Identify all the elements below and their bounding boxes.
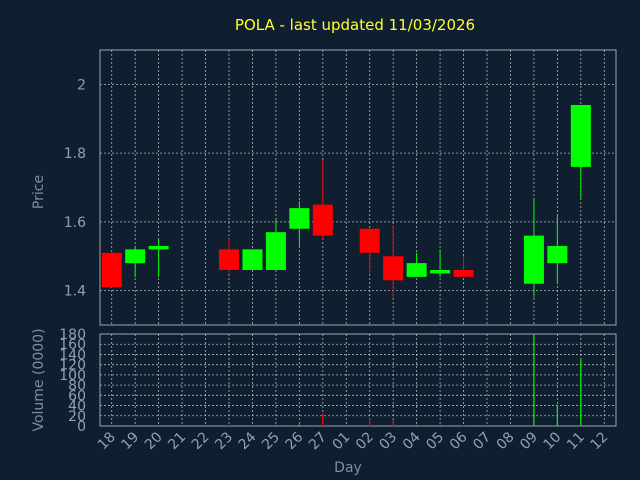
day-tick-label: 01 (329, 429, 353, 453)
candle-body (359, 228, 380, 253)
day-tick-label: 21 (165, 429, 189, 453)
candle-body (242, 249, 263, 270)
volume-tick-label: 60 (68, 388, 86, 404)
candle (242, 249, 263, 270)
price-grid (100, 50, 616, 325)
candle (406, 252, 427, 277)
candle (570, 105, 591, 198)
price-plot-frame (99, 49, 617, 326)
day-tick-label: 10 (541, 429, 565, 453)
day-tick-label: 23 (212, 429, 236, 453)
volume-tick-label: 40 (68, 399, 86, 415)
day-tick-label: 06 (447, 429, 471, 453)
chart-title: POLA - last updated 11/03/2026 (235, 16, 475, 34)
volume-tick-label: 100 (59, 368, 86, 384)
candle-body (453, 270, 474, 277)
price-y-ticks: 1.4 1.6 1.8 2 (64, 77, 86, 299)
candle (430, 249, 451, 277)
candle-body (101, 252, 122, 288)
volume-plot-frame (99, 333, 617, 427)
day-axis-label: Day (334, 460, 362, 476)
candle-body (430, 270, 451, 274)
candle (523, 197, 544, 298)
volume-tick-label: 120 (59, 358, 86, 374)
candle-body (570, 105, 591, 167)
day-tick-label: 05 (423, 429, 447, 453)
price-axis-label: Price (31, 175, 47, 209)
volume-tick-label: 140 (59, 347, 86, 363)
day-tick-label: 03 (376, 429, 400, 453)
candle (312, 160, 333, 240)
candle-body (312, 204, 333, 236)
candle (547, 215, 568, 284)
volume-axis-label: Volume (0000) (31, 328, 47, 431)
day-tick-label: 27 (306, 429, 330, 453)
day-tick-label: 12 (587, 429, 611, 453)
day-tick-label: 08 (494, 429, 518, 453)
candle (148, 239, 169, 277)
candle (125, 245, 146, 277)
candle-body (125, 249, 146, 264)
day-tick-label: 04 (400, 429, 424, 453)
candle-body (523, 235, 544, 284)
day-ticks: 18 19 20 21 22 23 24 25 26 27 01 02 03 04 05 06 07 08 09 10… (95, 429, 611, 453)
day-tick-label: 09 (517, 429, 541, 453)
day-tick-label: 24 (236, 429, 260, 453)
day-tick-label: 02 (353, 429, 377, 453)
candle (289, 201, 310, 246)
day-tick-label: 11 (564, 429, 588, 453)
candle-body (383, 256, 404, 281)
price-panel: 1.4 1.6 1.8 2 Price (31, 49, 617, 326)
candle (453, 256, 474, 277)
price-tick-label: 1.8 (64, 146, 86, 162)
volume-tick-label: 0 (77, 419, 86, 435)
volume-grid (100, 334, 616, 426)
volume-tick-label: 180 (59, 327, 86, 343)
candle (383, 225, 404, 298)
day-tick-label: 25 (259, 429, 283, 453)
candle-body (265, 232, 286, 270)
day-tick-label: 19 (118, 429, 142, 453)
candle-body (547, 245, 568, 264)
candle (265, 218, 286, 270)
volume-bars (134, 335, 582, 426)
candle (101, 252, 122, 288)
candle (219, 239, 239, 274)
candles (101, 105, 591, 298)
volume-tick-label: 160 (59, 337, 86, 353)
candle-body (406, 263, 427, 277)
day-tick-label: 20 (142, 429, 166, 453)
price-tick-label: 2 (77, 77, 86, 93)
candle-body (219, 249, 239, 270)
price-tick-label: 1.6 (64, 215, 86, 231)
day-tick-label: 22 (189, 429, 213, 453)
candle-body (148, 245, 169, 250)
candle-body (289, 208, 310, 229)
candle (359, 228, 380, 274)
day-tick-label: 07 (470, 429, 494, 453)
day-tick-label: 26 (283, 429, 307, 453)
day-tick-label: 18 (95, 429, 119, 453)
price-tick-label: 1.4 (64, 284, 86, 300)
volume-tick-label: 20 (68, 409, 86, 425)
volume-tick-label: 80 (68, 378, 86, 394)
